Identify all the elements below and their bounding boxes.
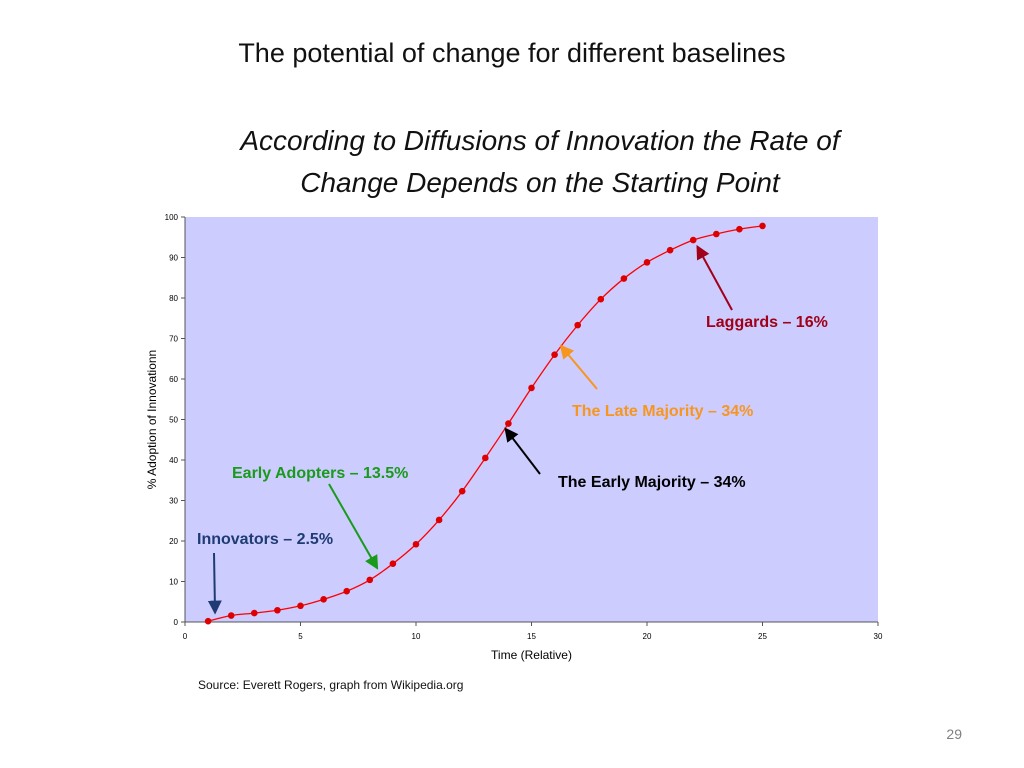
subtitle-line-1: According to Diffusions of Innovation th… xyxy=(240,125,840,156)
slide-subtitle: According to Diffusions of Innovation th… xyxy=(160,120,920,204)
y-tick-label: 40 xyxy=(169,456,178,465)
data-point xyxy=(389,560,397,567)
y-tick-label: 70 xyxy=(169,335,178,344)
y-tick-label: 100 xyxy=(165,213,179,222)
y-tick-label: 80 xyxy=(169,294,178,303)
data-point xyxy=(251,609,258,617)
early-adopters-label: Early Adopters – 13.5% xyxy=(232,465,408,482)
plot-area xyxy=(185,217,878,622)
y-tick-label: 90 xyxy=(169,254,178,263)
page-number: 29 xyxy=(946,726,962,742)
late-majority-label: The Late Majority – 34% xyxy=(572,403,753,420)
data-points xyxy=(204,222,766,625)
annotations: Innovators – 2.5% Early Adopters – 13.5% T… xyxy=(197,244,828,615)
data-point xyxy=(412,540,420,548)
y-tick-label: 30 xyxy=(169,497,178,506)
x-tick-label: 15 xyxy=(527,632,536,641)
early-majority-arrow xyxy=(504,427,541,475)
x-tick-label: 0 xyxy=(183,632,188,641)
data-point xyxy=(204,617,212,625)
data-point xyxy=(551,351,558,359)
data-point xyxy=(713,230,720,238)
y-tick-label: 10 xyxy=(169,578,178,587)
data-point xyxy=(435,516,443,524)
data-point xyxy=(597,295,605,303)
data-point xyxy=(736,225,743,233)
data-point xyxy=(274,606,281,614)
y-tick-label: 50 xyxy=(169,416,178,425)
early-majority-label: The Early Majority – 34% xyxy=(558,474,746,491)
tick-labels: 0 10 20 30 40 50 60 70 80 90 100 0 5 10 15 20 25 30 xyxy=(165,213,883,641)
data-point xyxy=(343,587,351,595)
x-tick-label: 10 xyxy=(412,632,421,641)
data-point xyxy=(643,259,651,266)
data-point xyxy=(505,420,512,427)
data-point xyxy=(366,576,374,584)
laggards-label: Laggards – 16% xyxy=(706,314,828,331)
source-note: Source: Everett Rogers, graph from Wikip… xyxy=(198,678,464,692)
x-tick-label: 30 xyxy=(874,632,883,641)
x-tick-label: 25 xyxy=(758,632,767,641)
data-point xyxy=(689,236,697,244)
y-tick-label: 20 xyxy=(169,537,178,546)
data-point xyxy=(574,321,581,329)
data-point xyxy=(666,246,674,254)
late-majority-arrow xyxy=(559,344,598,390)
x-tick-label: 20 xyxy=(643,632,652,641)
innovators-arrow xyxy=(207,552,222,615)
innovators-label: Innovators – 2.5% xyxy=(197,531,333,548)
x-axis-label: Time (Relative) xyxy=(491,648,572,662)
data-point xyxy=(297,602,304,610)
slide-title: The potential of change for different ba… xyxy=(238,38,786,68)
data-point xyxy=(482,454,489,462)
subtitle-line-2: Change Depends on the Starting Point xyxy=(300,167,780,198)
y-tick-label: 60 xyxy=(169,375,178,384)
data-point xyxy=(320,596,327,603)
data-point xyxy=(528,384,535,392)
data-point xyxy=(620,275,628,282)
early-adopters-arrow xyxy=(328,483,379,570)
laggards-arrow xyxy=(696,244,733,311)
data-point xyxy=(759,222,766,230)
y-tick-label: 0 xyxy=(174,618,179,627)
x-tick-label: 5 xyxy=(298,632,303,641)
data-point xyxy=(458,487,466,495)
y-axis-label: % Adoption of Innovationn xyxy=(145,350,159,489)
axes xyxy=(181,216,879,626)
data-point xyxy=(227,612,235,619)
